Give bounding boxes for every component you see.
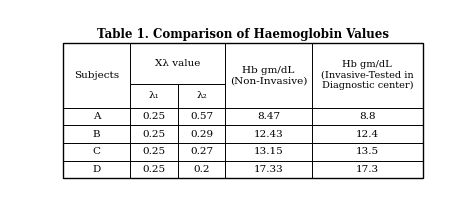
Text: 0.25: 0.25: [142, 130, 165, 139]
Text: 0.25: 0.25: [142, 147, 165, 156]
Bar: [63, 125, 130, 143]
Bar: [130, 125, 178, 143]
Text: 13.5: 13.5: [356, 147, 379, 156]
Bar: [226, 43, 312, 108]
Text: 0.29: 0.29: [190, 130, 213, 139]
Bar: [63, 161, 130, 178]
Text: 12.43: 12.43: [254, 130, 283, 139]
Bar: [312, 143, 423, 161]
Text: A: A: [93, 112, 100, 121]
Text: λ₁: λ₁: [148, 91, 159, 100]
Text: 0.25: 0.25: [142, 165, 165, 174]
Bar: [63, 108, 130, 125]
Bar: [312, 108, 423, 125]
Text: 17.33: 17.33: [254, 165, 283, 174]
Bar: [226, 108, 312, 125]
Bar: [130, 83, 178, 108]
Text: Subjects: Subjects: [74, 71, 119, 80]
Bar: [312, 43, 423, 108]
Bar: [178, 125, 226, 143]
Text: C: C: [92, 147, 100, 156]
Text: 17.3: 17.3: [356, 165, 379, 174]
Bar: [312, 125, 423, 143]
Text: 8.8: 8.8: [359, 112, 375, 121]
Bar: [178, 143, 226, 161]
Bar: [312, 161, 423, 178]
Bar: [130, 108, 178, 125]
Bar: [130, 161, 178, 178]
Text: 13.15: 13.15: [254, 147, 283, 156]
Text: 0.57: 0.57: [190, 112, 213, 121]
Text: 0.25: 0.25: [142, 112, 165, 121]
Bar: [178, 161, 226, 178]
Text: B: B: [93, 130, 100, 139]
Text: Xλ value: Xλ value: [155, 59, 201, 68]
Bar: [63, 43, 423, 178]
Bar: [63, 43, 130, 108]
Text: 0.2: 0.2: [193, 165, 210, 174]
Bar: [63, 143, 130, 161]
Text: D: D: [92, 165, 100, 174]
Text: 12.4: 12.4: [356, 130, 379, 139]
Text: Hb gm/dL
(Non-Invasive): Hb gm/dL (Non-Invasive): [230, 66, 307, 85]
Bar: [226, 161, 312, 178]
Text: 0.27: 0.27: [190, 147, 213, 156]
Bar: [178, 108, 226, 125]
Text: λ₂: λ₂: [196, 91, 207, 100]
Bar: [226, 125, 312, 143]
Bar: [226, 143, 312, 161]
Bar: [130, 43, 226, 83]
Bar: [130, 143, 178, 161]
Bar: [178, 83, 226, 108]
Text: 8.47: 8.47: [257, 112, 280, 121]
Text: Hb gm/dL
(Invasive-Tested in
Diagnostic center): Hb gm/dL (Invasive-Tested in Diagnostic …: [321, 60, 414, 90]
Text: Table 1. Comparison of Haemoglobin Values: Table 1. Comparison of Haemoglobin Value…: [97, 28, 389, 41]
